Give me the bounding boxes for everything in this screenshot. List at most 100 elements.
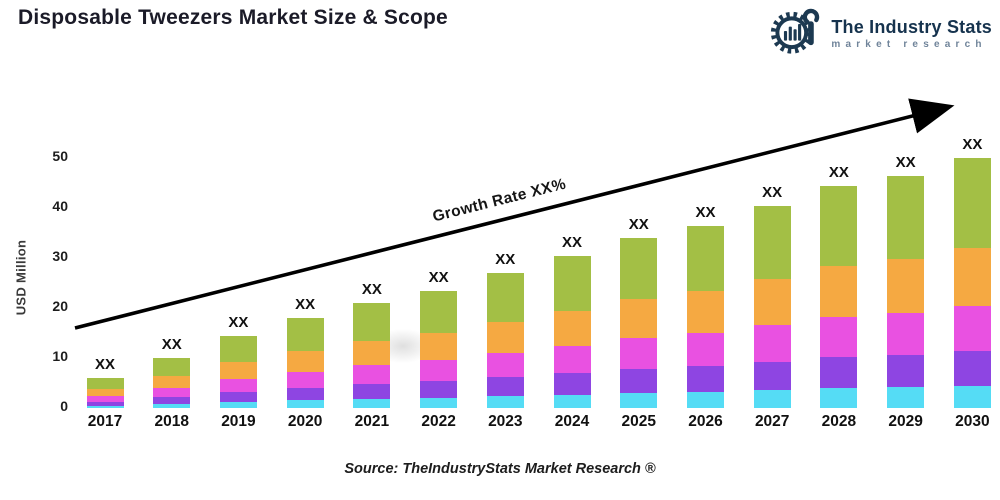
bar-2022-segment-5-green [420, 290, 458, 333]
bar-2024-segment-2-purple [553, 373, 591, 395]
y-axis-title: USD Million [13, 239, 29, 316]
bar-2029 [887, 175, 925, 408]
bar-value-label-2020: XX [295, 296, 316, 313]
bar-2019-segment-3-magenta [219, 378, 257, 392]
bar-2017 [86, 378, 124, 408]
bar-2025-segment-4-orange [620, 299, 658, 338]
bar-2030-segment-1-cyan [953, 385, 991, 408]
bar-2026-segment-4-orange [686, 291, 724, 333]
bar-2018-segment-2-purple [153, 396, 191, 404]
bar-2025-segment-1-cyan [620, 392, 658, 408]
bar-2028-segment-5-green [820, 185, 858, 266]
bar-2028-segment-1-cyan [820, 388, 858, 408]
bar-value-label-2023: XX [495, 251, 516, 268]
bar-2021-segment-4-orange [353, 341, 391, 365]
bar-2022-segment-2-purple [420, 381, 458, 398]
bar-2019-segment-4-orange [219, 362, 257, 379]
bar-2030-segment-2-purple [953, 350, 991, 386]
bar-2029-segment-4-orange [887, 259, 925, 313]
bar-value-label-2021: XX [361, 281, 382, 298]
x-tick-2026: 2026 [688, 413, 723, 430]
bar-2028-segment-2-purple [820, 357, 858, 388]
x-tick-2028: 2028 [821, 413, 857, 430]
bar-2017-segment-2-purple [86, 401, 124, 406]
bar-2019-segment-5-green [219, 335, 257, 362]
bar-value-label-2030: XX [962, 136, 983, 153]
bar-2021-segment-1-cyan [353, 398, 391, 408]
bar-2020-segment-4-orange [286, 351, 324, 372]
bar-value-label-2025: XX [628, 216, 649, 233]
bar-2025-segment-2-purple [620, 368, 658, 393]
bar-value-label-2027: XX [762, 183, 783, 201]
bar-2024-segment-1-cyan [553, 394, 591, 408]
bar-2020 [286, 318, 324, 408]
bar-2018-segment-1-cyan [153, 403, 191, 408]
brand-logo: The Industry Stats market research [770, 6, 992, 61]
bar-2028-segment-3-magenta [820, 317, 858, 357]
x-tick-2018: 2018 [154, 413, 189, 430]
bar-2029-segment-5-green [887, 175, 925, 259]
x-tick-2017: 2017 [87, 413, 123, 430]
bar-2020-segment-3-magenta [286, 371, 324, 388]
x-tick-2025: 2025 [621, 413, 656, 430]
bar-2025-segment-3-magenta [620, 338, 658, 369]
bar-2021-segment-2-purple [353, 384, 391, 399]
bar-2029-segment-1-cyan [887, 387, 925, 408]
bar-2027-segment-2-purple [753, 361, 791, 390]
bar-value-label-2022: XX [428, 268, 449, 286]
bar-2021-segment-3-magenta [353, 365, 391, 384]
bar-2025 [620, 238, 658, 408]
bar-2026-segment-3-magenta [686, 333, 724, 366]
bar-2027-segment-1-cyan [753, 390, 791, 408]
bar-2025-segment-5-green [620, 238, 658, 299]
y-tick-20: 20 [52, 298, 68, 314]
bar-value-label-2018: XX [161, 336, 182, 353]
bar-2030 [953, 158, 991, 408]
x-tick-2020: 2020 [287, 413, 323, 430]
bar-2020-segment-1-cyan [286, 400, 324, 408]
y-tick-0: 0 [60, 398, 68, 414]
bar-2020-segment-2-purple [286, 387, 324, 400]
bar-2024-segment-5-green [553, 255, 591, 311]
bar-2019-segment-2-purple [219, 391, 257, 402]
bar-2017-segment-1-cyan [86, 405, 124, 408]
bar-2024-segment-3-magenta [553, 345, 591, 373]
bar-value-label-2026: XX [695, 203, 716, 221]
x-tick-2022: 2022 [421, 413, 456, 430]
x-tick-2023: 2023 [488, 413, 523, 430]
brand-subtitle: market research [831, 38, 987, 50]
bar-2022-segment-1-cyan [420, 397, 458, 408]
bar-2027-segment-3-magenta [753, 325, 791, 362]
bar-2029-segment-3-magenta [887, 312, 925, 355]
gear-wrench-chart-icon [770, 6, 824, 61]
bar-2021 [353, 303, 391, 408]
x-tick-2024: 2024 [554, 413, 590, 430]
bar-value-label-2019: XX [228, 313, 249, 331]
bar-value-label-2029: XX [895, 153, 916, 171]
x-tick-2029: 2029 [888, 413, 923, 430]
brand-name: The Industry Stats [831, 16, 992, 37]
bar-2023-segment-2-purple [486, 377, 524, 396]
bar-2028-segment-4-orange [820, 266, 858, 317]
bar-2018-segment-5-green [153, 358, 191, 376]
bar-value-label-2028: XX [828, 163, 849, 181]
x-tick-2019: 2019 [221, 413, 256, 430]
bar-2026 [686, 225, 724, 408]
bar-2027 [753, 205, 791, 408]
bar-2023-segment-4-orange [486, 321, 524, 353]
bar-2018 [153, 358, 191, 408]
y-tick-30: 30 [52, 248, 68, 264]
bar-2022 [420, 290, 458, 408]
x-tick-2021: 2021 [354, 413, 390, 430]
bar-2021-segment-5-green [353, 303, 391, 341]
bar-2028 [820, 185, 858, 408]
source-attribution: Source: TheIndustryStats Market Research… [344, 461, 656, 477]
bar-2017-segment-4-orange [86, 389, 124, 396]
bar-2026-segment-1-cyan [686, 391, 724, 408]
x-tick-2027: 2027 [754, 413, 790, 430]
bar-2018-segment-3-magenta [153, 387, 191, 397]
bar-2017-segment-5-green [86, 378, 124, 389]
bar-2024 [553, 255, 591, 408]
bar-2023 [486, 273, 524, 408]
